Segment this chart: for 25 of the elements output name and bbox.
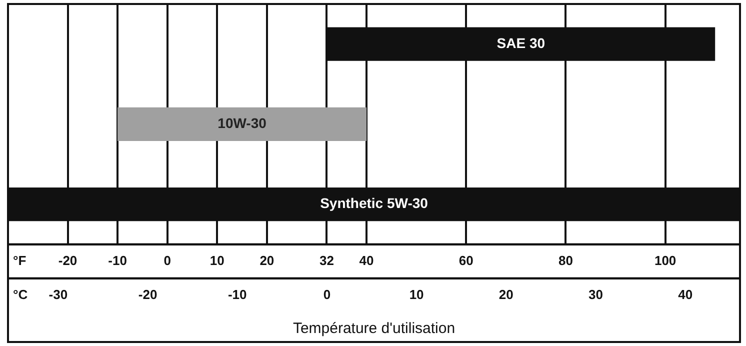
- x2-tick-label: 0: [323, 286, 331, 302]
- x-tick-label: 60: [458, 252, 474, 268]
- x2-tick-label: 20: [498, 286, 514, 302]
- x-tick-label: -20: [58, 252, 78, 268]
- x2-tick-label: 10: [409, 286, 424, 302]
- x-tick-label: -10: [108, 252, 127, 268]
- y-tick-label: Synthetic 5W-30: [320, 195, 428, 212]
- text: °C: [13, 286, 28, 302]
- x2-tick-label: -20: [138, 286, 158, 302]
- x-tick-label: 100: [654, 252, 676, 268]
- x-tick-label: 32: [319, 252, 334, 268]
- y-tick-label: SAE 30: [496, 34, 546, 51]
- x2-tick-label: 40: [678, 286, 693, 302]
- text: °F: [13, 252, 26, 268]
- x-tick-label: 20: [260, 252, 274, 268]
- x2-tick-label: -30: [48, 286, 68, 302]
- y-tick-label: 10W-30: [218, 115, 267, 132]
- x-tick-label: 10: [210, 252, 224, 268]
- x2-tick-label: -10: [228, 286, 247, 302]
- x-axis-title: Température d'utilisation: [292, 320, 456, 338]
- x-tick-label: 0: [164, 252, 171, 268]
- x2-tick-label: 30: [588, 286, 603, 302]
- bar: [118, 107, 367, 142]
- x-tick-label: 40: [359, 252, 374, 268]
- x-tick-label: 80: [558, 252, 573, 268]
